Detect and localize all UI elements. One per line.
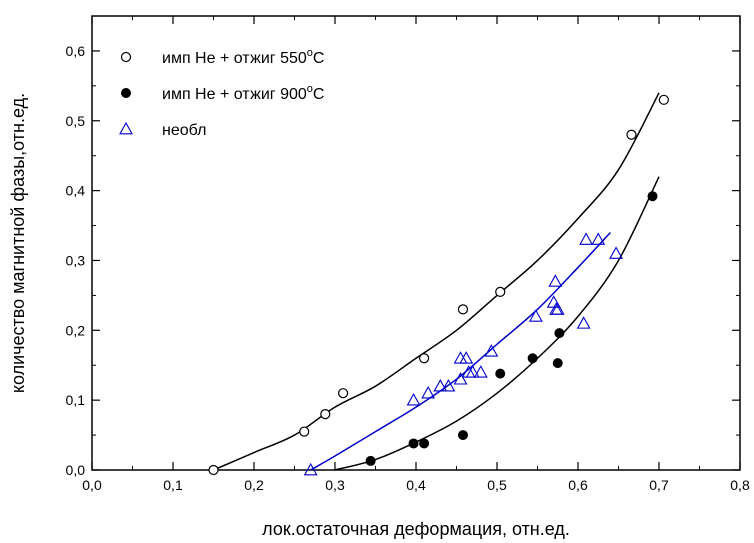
axis-ticks: 0,0 0,1 0,2 0,3 0,4 0,5 0,6 0,7 0,8 0,0 0,1 0,2 0,3 0… bbox=[66, 16, 750, 493]
x-tick-label: 0,3 bbox=[325, 477, 345, 493]
data-point-series-1 bbox=[552, 358, 563, 369]
legend: имп He + отжиг 550oC имп He + отжиг 900oC… bbox=[119, 47, 324, 139]
legend-label-1: имп He + отжиг 900oC bbox=[162, 83, 324, 103]
data-point-series-0 bbox=[338, 388, 349, 399]
data-point-series-1 bbox=[365, 455, 376, 466]
fit-curve-0 bbox=[213, 92, 660, 471]
y-tick-label: 0,1 bbox=[66, 392, 86, 408]
data-point-series-1 bbox=[527, 353, 538, 364]
data-point-series-0 bbox=[208, 464, 219, 476]
x-tick-label: 0,6 bbox=[568, 477, 588, 493]
y-axis-title: количество магнитной фазы,отн.ед. bbox=[8, 93, 28, 393]
data-point-series-2 bbox=[591, 232, 606, 245]
y-tick-label: 0,3 bbox=[66, 252, 86, 268]
data-point-series-2 bbox=[576, 316, 591, 329]
data-point-series-2 bbox=[303, 462, 318, 476]
y-tick-label: 0,4 bbox=[66, 183, 86, 199]
data-point-series-0 bbox=[658, 94, 669, 105]
y-tick-label: 0,5 bbox=[66, 113, 86, 129]
data-point-series-2 bbox=[528, 309, 543, 322]
fit-curve-2 bbox=[310, 232, 611, 471]
y-tick-label: 0,2 bbox=[66, 322, 86, 338]
x-tick-label: 0,4 bbox=[406, 477, 426, 493]
data-point-series-2 bbox=[609, 246, 624, 259]
data-point-series-2 bbox=[465, 365, 480, 378]
x-tick-label: 0,2 bbox=[244, 477, 264, 493]
data-point-series-0 bbox=[419, 353, 430, 364]
data-point-series-0 bbox=[299, 426, 310, 437]
legend-marker-2 bbox=[119, 121, 133, 135]
data-point-series-2 bbox=[461, 365, 476, 378]
data-point-series-2 bbox=[421, 386, 436, 399]
data-point-series-0 bbox=[320, 409, 331, 420]
x-tick-label: 0,5 bbox=[487, 477, 507, 493]
data-point-series-2 bbox=[441, 379, 456, 392]
fit-curve-1 bbox=[334, 176, 660, 471]
y-tick-label: 0,6 bbox=[66, 43, 86, 59]
legend-label-2: необл bbox=[162, 122, 206, 139]
data-point-series-1 bbox=[408, 438, 419, 449]
x-tick-label: 0,8 bbox=[730, 477, 750, 493]
data-point-series-2 bbox=[433, 379, 448, 392]
x-tick-label: 0,0 bbox=[82, 477, 102, 493]
plot-frame bbox=[91, 15, 741, 471]
data-point-series-1 bbox=[495, 368, 506, 379]
data-point-series-1 bbox=[647, 191, 658, 202]
data-point-series-2 bbox=[459, 351, 474, 364]
data-point-series-2 bbox=[548, 274, 563, 287]
legend-label-0: имп He + отжиг 550oC bbox=[162, 47, 324, 67]
data-point-series-2 bbox=[579, 232, 594, 245]
data-point-series-2 bbox=[473, 365, 488, 378]
data-point-series-0 bbox=[495, 286, 506, 297]
data-point-series-0 bbox=[457, 304, 469, 315]
fit-curves bbox=[213, 92, 660, 471]
legend-marker-0 bbox=[120, 51, 132, 63]
data-point-series-2 bbox=[484, 344, 499, 357]
data-points bbox=[208, 94, 669, 476]
x-tick-label: 0,1 bbox=[163, 477, 183, 493]
data-point-series-0 bbox=[626, 129, 637, 140]
x-axis-title: лок.остаточная деформация, отн.ед. bbox=[262, 519, 570, 539]
x-tick-label: 0,7 bbox=[649, 477, 669, 493]
data-point-series-2 bbox=[453, 372, 468, 385]
data-point-series-2 bbox=[550, 302, 565, 315]
y-tick-label: 0,0 bbox=[66, 462, 86, 478]
data-point-series-1 bbox=[419, 438, 430, 449]
data-point-series-2 bbox=[406, 393, 421, 406]
data-point-series-1 bbox=[554, 328, 565, 339]
data-point-series-1 bbox=[457, 430, 468, 441]
legend-marker-1 bbox=[121, 88, 131, 98]
